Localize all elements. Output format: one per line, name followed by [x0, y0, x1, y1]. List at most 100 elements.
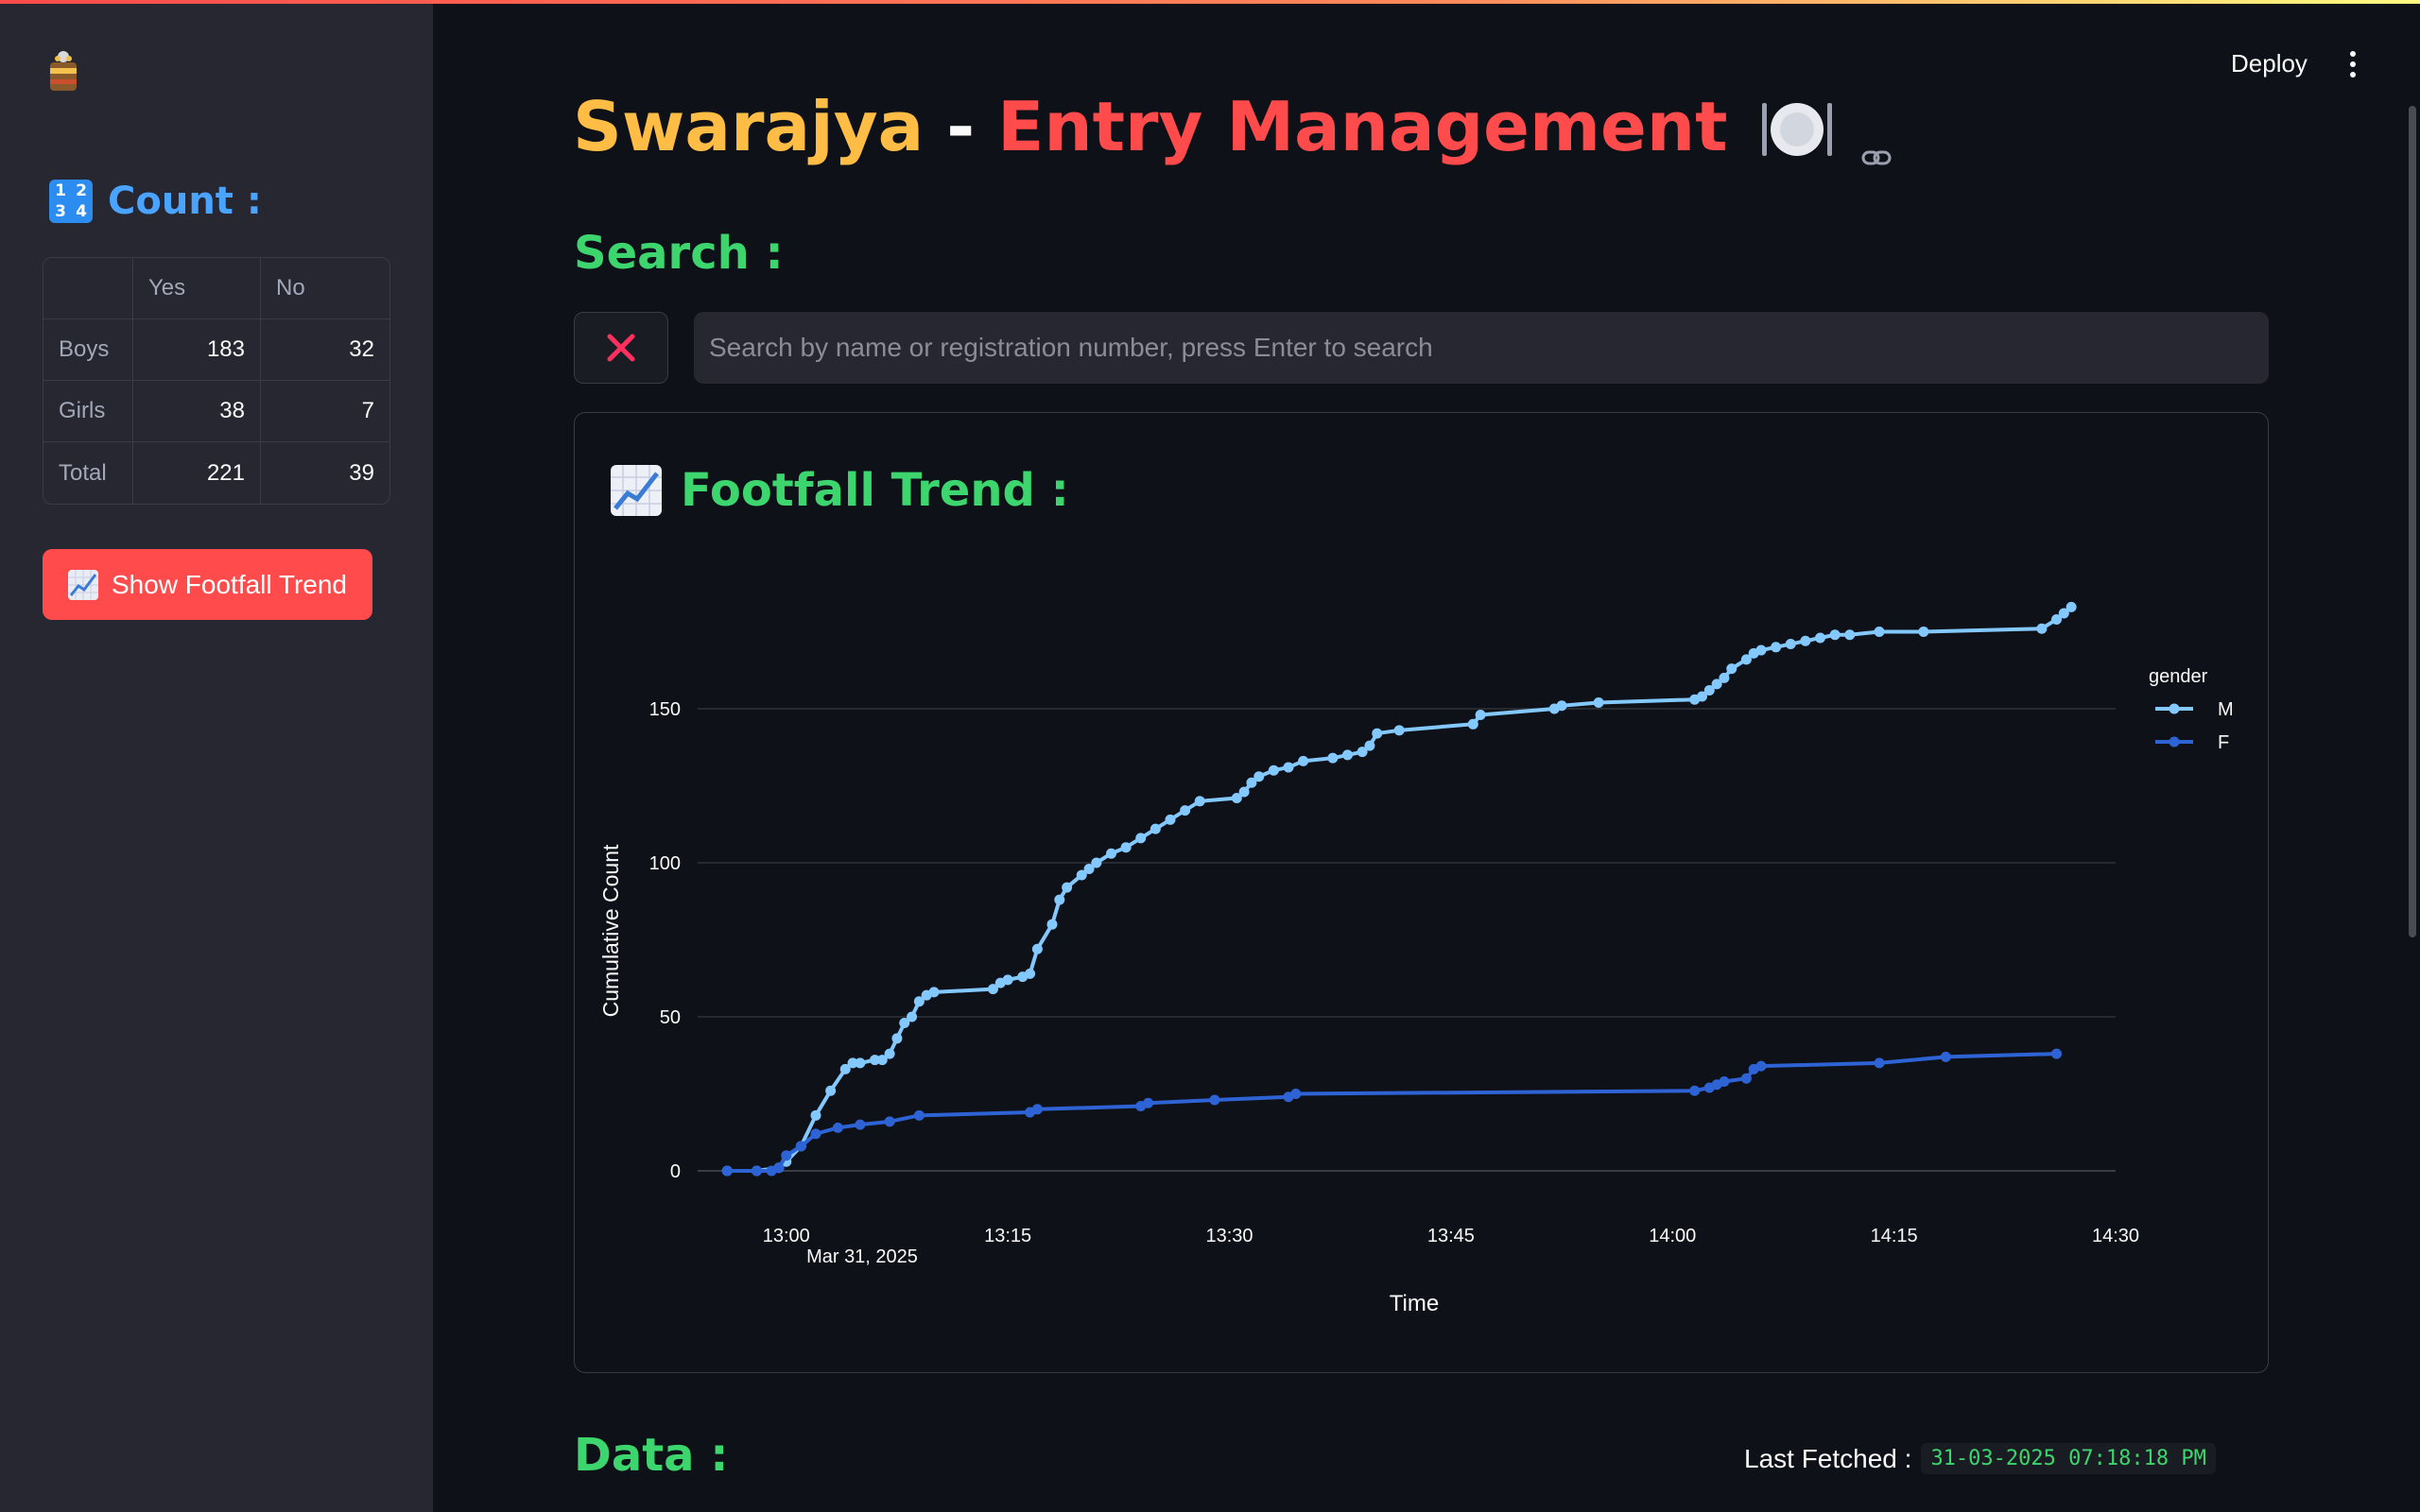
- link-icon[interactable]: [1860, 111, 1893, 165]
- numbers-icon: 1 2 3 4: [49, 180, 93, 223]
- sidebar: 1 2 3 4 Count : Yes No Boys 183 32 Girls…: [0, 0, 433, 1512]
- table-header-blank: [43, 258, 133, 319]
- data-point-F: [1940, 1051, 1951, 1062]
- last-fetched: Last Fetched : 31-03-2025 07:18:18 PM: [1744, 1443, 2216, 1474]
- y-tick-label: 50: [660, 1007, 681, 1028]
- cell-yes: 221: [133, 442, 261, 504]
- data-point-F: [1209, 1094, 1220, 1106]
- data-heading: Data :: [574, 1429, 729, 1482]
- search-heading: Search :: [574, 227, 784, 280]
- y-tick-label: 150: [649, 699, 681, 720]
- x-axis-date-label: Mar 31, 2025: [806, 1246, 918, 1267]
- cell-yes: 183: [133, 319, 261, 381]
- app-logo: [47, 49, 79, 93]
- footfall-line-chart: 0 50 100 150 13:00 13:15 13:30 13:45 14:00 14:15 1…: [598, 601, 2234, 1316]
- count-table: Yes No Boys 183 32 Girls 38 7 Total 221 …: [43, 257, 390, 505]
- data-point-M: [839, 1063, 851, 1074]
- data-point-F: [1143, 1097, 1154, 1108]
- data-point-F: [913, 1109, 925, 1121]
- data-point-M: [1083, 864, 1095, 875]
- page-title: Swarajya - Entry Management: [573, 87, 1893, 166]
- data-point-M: [1246, 777, 1257, 788]
- legend-entry-M[interactable]: M: [2218, 699, 2234, 720]
- footfall-trend-card: Footfall Trend : 0 50 100 150 13:00 13:15 13:3…: [574, 412, 2269, 1373]
- data-point-M: [1283, 762, 1294, 773]
- data-point-M: [1031, 943, 1043, 954]
- data-point-M: [1393, 725, 1405, 736]
- data-point-M: [1135, 833, 1147, 844]
- table-header-row: Yes No: [43, 258, 389, 319]
- row-label: Total: [43, 442, 133, 504]
- last-fetched-label: Last Fetched :: [1744, 1443, 1912, 1473]
- title-part-1: Swarajya: [573, 87, 925, 166]
- series-line-F: [727, 1052, 2057, 1173]
- data-point-M: [1268, 765, 1279, 776]
- data-point-M: [1253, 771, 1265, 782]
- data-point-F: [855, 1119, 866, 1130]
- data-point-M: [1046, 919, 1058, 930]
- data-point-M: [1002, 974, 1013, 986]
- data-point-M: [1771, 642, 1782, 653]
- data-point-M: [899, 1018, 910, 1029]
- data-point-M: [2051, 613, 2062, 625]
- last-fetched-timestamp: 31-03-2025 07:18:18 PM: [1921, 1443, 2216, 1474]
- data-point-M: [1106, 848, 1116, 859]
- clear-search-button[interactable]: [574, 312, 668, 384]
- close-icon: [607, 334, 635, 362]
- x-tick-label: 13:45: [1427, 1226, 1475, 1246]
- data-point-F: [1031, 1104, 1043, 1115]
- table-header-yes: Yes: [133, 258, 261, 319]
- data-point-M: [1120, 842, 1132, 853]
- cell-yes: 38: [133, 381, 261, 442]
- search-input[interactable]: [694, 312, 2269, 384]
- x-axis-label: Time: [1390, 1291, 1439, 1316]
- data-point-M: [1785, 639, 1796, 650]
- data-point-M: [825, 1085, 837, 1096]
- x-tick-label: 13:30: [1205, 1226, 1253, 1246]
- data-point-F: [2051, 1048, 2062, 1059]
- data-point-M: [1025, 968, 1036, 979]
- scrollbar[interactable]: [2409, 106, 2416, 937]
- data-point-F: [781, 1150, 792, 1161]
- data-point-M: [1755, 644, 1767, 656]
- data-point-M: [1054, 894, 1065, 905]
- row-label: Girls: [43, 381, 133, 442]
- data-point-M: [1091, 857, 1102, 868]
- data-point-M: [1829, 629, 1841, 641]
- data-point-M: [870, 1055, 880, 1066]
- data-point-M: [876, 1055, 888, 1066]
- main-menu-icon[interactable]: [2340, 47, 2366, 81]
- data-point-M: [907, 1011, 918, 1022]
- data-point-M: [1180, 805, 1191, 816]
- x-tick-label: 14:30: [2092, 1226, 2139, 1246]
- legend-entry-F[interactable]: F: [2218, 732, 2229, 753]
- data-point-F: [752, 1165, 762, 1177]
- data-point-M: [2036, 623, 2048, 634]
- show-footfall-trend-button[interactable]: Show Footfall Trend: [43, 549, 372, 620]
- x-tick-label: 14:15: [1871, 1226, 1918, 1246]
- top-decoration-bar: [0, 0, 2420, 4]
- data-point-M: [1556, 700, 1567, 712]
- chart-increasing-icon: [611, 465, 662, 516]
- data-point-F: [1290, 1089, 1302, 1099]
- chart-increasing-icon: [67, 569, 98, 600]
- table-row: Total 221 39: [43, 442, 389, 504]
- trend-button-label: Show Footfall Trend: [111, 569, 348, 599]
- data-point-M: [847, 1057, 858, 1069]
- data-point-M: [2058, 608, 2069, 619]
- data-point-M: [1165, 814, 1176, 825]
- cell-no: 39: [349, 459, 374, 486]
- legend-marker-M: [2169, 703, 2180, 714]
- data-point-M: [855, 1057, 866, 1069]
- data-point-M: [928, 987, 940, 998]
- data-point-M: [1364, 740, 1375, 751]
- data-point-M: [1703, 684, 1715, 696]
- data-point-F: [884, 1116, 895, 1127]
- y-tick-label: 0: [670, 1161, 681, 1182]
- data-point-M: [1298, 755, 1309, 766]
- deploy-button[interactable]: Deploy: [2231, 49, 2308, 77]
- title-part-2: Entry Management: [997, 87, 1728, 166]
- footfall-trend-heading: Footfall Trend :: [611, 464, 1069, 517]
- x-tick-label: 13:00: [763, 1226, 810, 1246]
- data-point-M: [1467, 718, 1478, 730]
